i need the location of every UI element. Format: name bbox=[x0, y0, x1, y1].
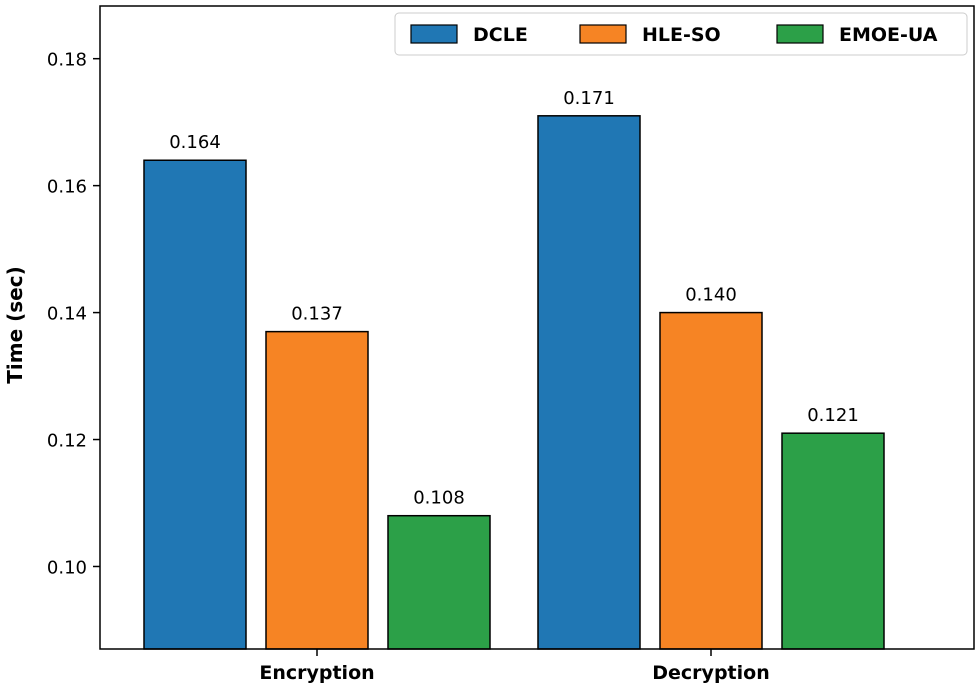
data-label: 0.140 bbox=[685, 285, 737, 306]
x-tick-label-encryption: Encryption bbox=[259, 662, 374, 684]
bar-hle-so-decryption bbox=[659, 311, 763, 650]
data-label: 0.108 bbox=[413, 488, 465, 509]
y-tick-label: 0.14 bbox=[47, 304, 87, 325]
plot-frame bbox=[99, 5, 975, 650]
legend-label-hle-so: HLE-SO bbox=[642, 24, 721, 46]
bar-dcle-decryption bbox=[537, 115, 641, 650]
y-tick-label: 0.16 bbox=[47, 177, 87, 198]
legend-label-emoe-ua: EMOE-UA bbox=[839, 24, 938, 46]
data-label: 0.171 bbox=[563, 88, 615, 109]
legend: DCLE HLE-SO EMOE-UA bbox=[394, 12, 968, 56]
bar-emoe-ua-decryption bbox=[781, 432, 885, 650]
y-tick-label: 0.12 bbox=[47, 431, 87, 452]
legend-label-dcle: DCLE bbox=[473, 24, 528, 46]
x-axis: Encryption Decryption bbox=[259, 649, 770, 684]
legend-swatch-hle-so bbox=[579, 24, 627, 44]
x-tick-label-decryption: Decryption bbox=[652, 662, 769, 684]
bar-dcle-encryption bbox=[143, 159, 247, 650]
y-axis-label: Time (sec) bbox=[3, 266, 27, 383]
legend-box bbox=[394, 12, 968, 56]
y-tick-label: 0.10 bbox=[47, 557, 87, 578]
y-axis: 0.10 0.12 0.14 0.16 0.18 bbox=[47, 50, 100, 578]
data-label: 0.164 bbox=[169, 132, 221, 153]
bar-emoe-ua-encryption bbox=[387, 514, 491, 650]
data-label: 0.121 bbox=[807, 405, 859, 426]
legend-swatch-dcle bbox=[410, 24, 458, 44]
data-label: 0.137 bbox=[291, 304, 343, 325]
y-tick-label: 0.18 bbox=[47, 50, 87, 71]
legend-swatch-emoe-ua bbox=[776, 24, 824, 44]
plot-area: 0.164 0.171 0.137 0.140 0.108 0.121 bbox=[99, 5, 975, 650]
bar-hle-so-encryption bbox=[265, 330, 369, 650]
